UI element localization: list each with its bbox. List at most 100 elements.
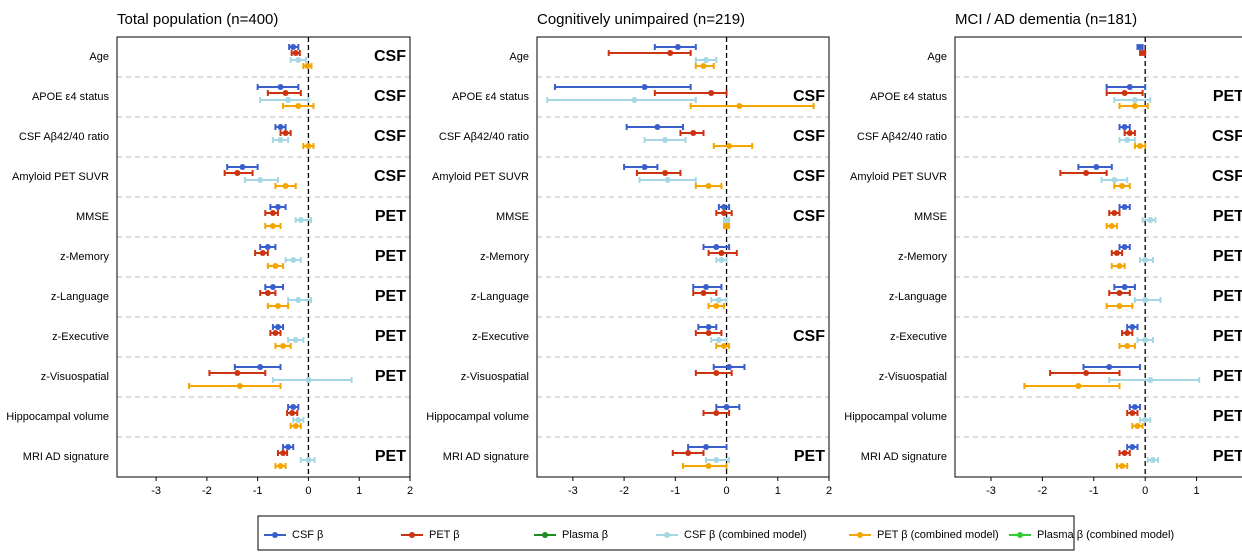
estimate-point [1147,377,1154,383]
panel-annotation: PET [375,288,406,305]
x-tick-label: 2 [407,485,413,497]
estimate-point [700,63,707,69]
error-bar [259,244,277,250]
estimate-point [269,223,276,229]
estimate-point [654,124,661,130]
estimate-point [720,204,727,210]
error-bar [1131,423,1144,429]
error-bar [643,137,687,143]
error-bar [1113,284,1136,290]
error-bar [694,63,715,69]
estimate-point [662,170,669,176]
estimate-point [1121,124,1128,130]
error-bar [635,170,682,176]
estimate-point [292,423,299,429]
error-bar [1118,124,1131,130]
estimate-point [641,84,648,90]
error-bar [1105,84,1147,90]
estimate-point [1119,463,1126,469]
legend-swatch-point [409,532,415,538]
error-bar [269,330,282,336]
error-bar [707,250,738,256]
error-bar [1118,103,1149,109]
error-bar [274,124,287,130]
estimate-point [705,463,712,469]
category-label: z-Language [889,291,947,303]
error-bar [286,410,299,416]
estimate-point [234,170,241,176]
error-bar [299,457,316,463]
category-label: CSF Aβ42/40 ratio [439,131,529,143]
panel-annotation: PET [1213,368,1242,385]
estimate-point [292,337,299,343]
error-bar [226,164,259,170]
legend-label: CSF β [292,529,323,541]
estimate-point [264,290,271,296]
error-bar [1118,204,1131,210]
error-bar [302,143,315,149]
panel-annotation: CSF [793,328,825,345]
error-bar [1110,263,1126,269]
x-tick-label: 1 [356,485,362,497]
estimate-point [285,97,292,103]
estimate-point [703,284,710,290]
x-tick-label: -3 [986,485,996,497]
error-bar [694,370,733,376]
legend-swatch-point [857,532,863,538]
estimate-point [667,50,674,56]
error-bar [256,84,300,90]
estimate-point [1083,170,1090,176]
error-bar [702,410,731,416]
error-bar [276,450,289,456]
panel-annotation: CSF [374,48,406,65]
estimate-point [1131,97,1138,103]
panel-annotation: PET [1213,328,1242,345]
error-bar [1110,250,1124,256]
error-bar [269,204,287,210]
legend-label: PET β (combined model) [877,529,999,541]
legend-label: Plasma β (combined model) [1037,529,1174,541]
x-tick-label: -2 [619,485,629,497]
estimate-point [285,444,292,450]
error-bar [259,97,310,103]
estimate-point [641,164,648,170]
panel-annotation: CSF [1212,128,1242,145]
estimate-point [1111,210,1118,216]
error-bar [223,170,254,176]
estimate-point [282,130,289,136]
error-bar [687,444,728,450]
error-bar [671,450,705,456]
estimate-point [726,364,733,370]
plot-frame [116,36,411,478]
estimate-point [269,284,276,290]
panel-annotation: PET [1213,448,1242,465]
estimate-point [723,404,730,410]
estimate-point [1119,183,1126,189]
estimate-point [723,217,730,223]
error-bar [243,177,279,183]
error-bar [722,217,731,223]
error-bar [1105,303,1134,309]
estimate-point [280,343,287,349]
category-label: z-Memory [480,251,529,263]
error-bar [1105,223,1118,229]
estimate-point [700,290,707,296]
error-bar [682,463,728,469]
estimate-point [290,257,297,263]
error-bar [692,284,723,290]
category-label: z-Visuospatial [41,371,109,383]
estimate-point [715,297,722,303]
panel-annotation: CSF [793,168,825,185]
error-bar [1126,444,1139,450]
x-tick-label: 1 [1194,485,1200,497]
error-bar [292,417,305,423]
estimate-point [1142,257,1149,263]
panel-annotation: PET [1213,288,1242,305]
x-tick-label: -2 [1037,485,1047,497]
error-bar [715,404,741,410]
error-bar [694,57,718,63]
estimate-point [1083,370,1090,376]
estimate-point [718,250,725,256]
error-bar [264,223,282,229]
